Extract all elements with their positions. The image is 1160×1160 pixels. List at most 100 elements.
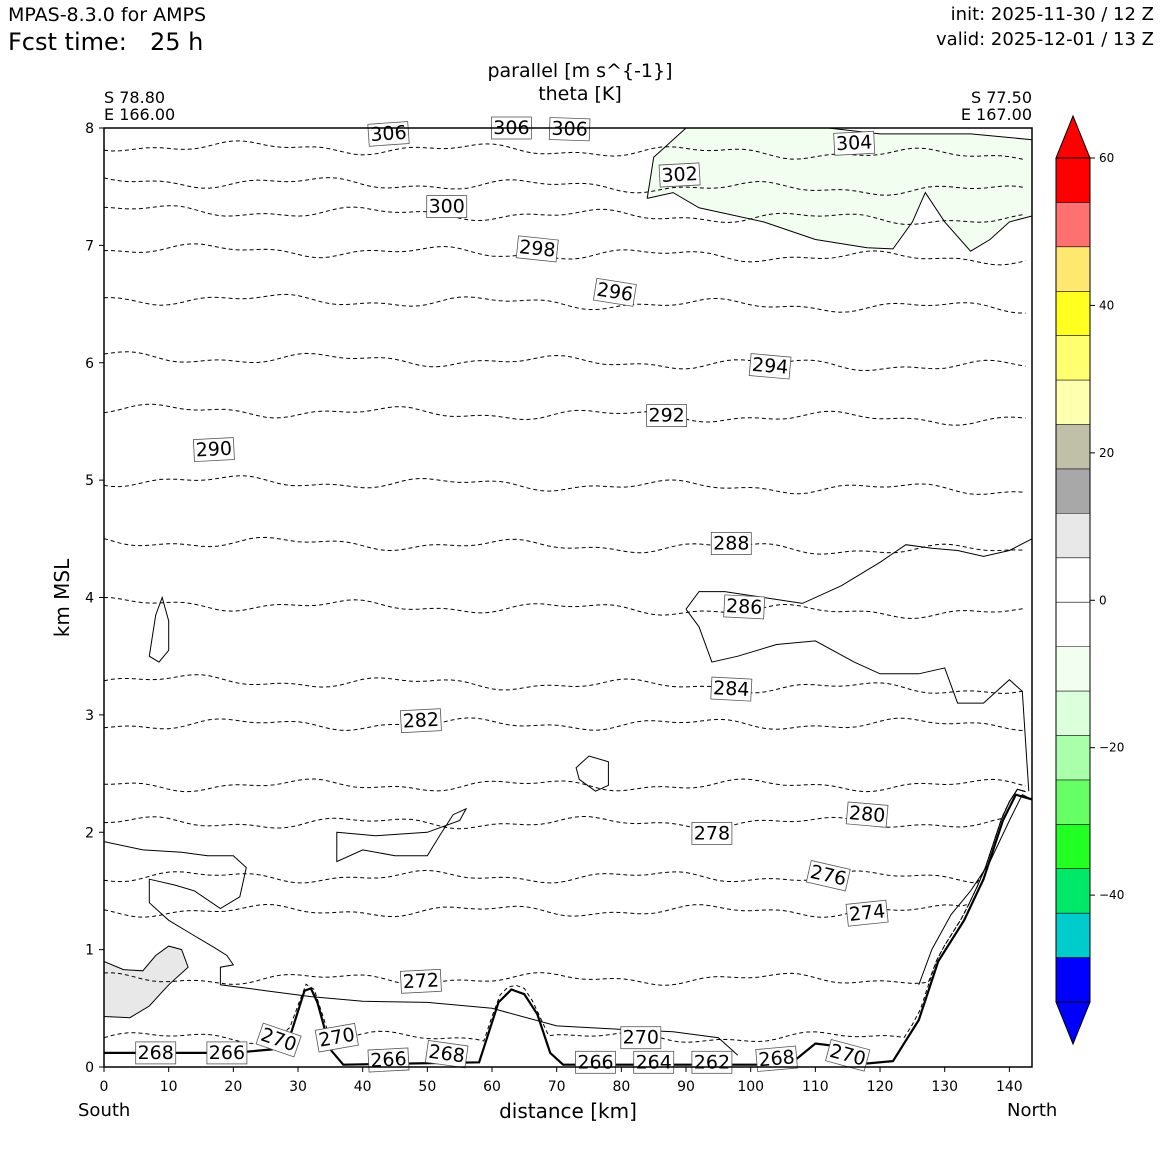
theta-label-text: 266 [577,1051,613,1073]
lowlevel-gray-region [104,946,189,1018]
theta-label-text: 276 [808,861,848,891]
theta-label-text: 266 [209,1042,245,1064]
y-tick-label: 1 [85,943,94,959]
colorbar-tick-label: −20 [1099,741,1124,755]
theta-label-text: 264 [636,1051,672,1073]
axes: 0 10 20 30 40 50 60 70 80 90 100 110 120 130 140 0 1 2 3 4 5… [85,121,1033,1095]
theta-label-text: 288 [713,533,749,555]
valid-time: valid: 2025-12-01 / 13 Z [936,29,1154,50]
forecast-time-value: 25 h [150,28,204,56]
theta-label-text: 292 [648,405,684,427]
theta-label-298: 298 [515,235,559,263]
y-tick-label: 8 [85,121,94,137]
init-time: init: 2025-11-30 / 12 Z [950,4,1154,25]
plot-frame [103,127,1033,1068]
theta-label-text: 268 [138,1042,174,1064]
colorbar-segment [1056,868,1090,914]
theta-label-270: 270 [255,1022,302,1058]
theta-label-268: 268 [424,1039,469,1069]
theta-label-text: 262 [694,1051,730,1073]
colorbar-segment [1056,779,1090,825]
theta-contour-290 [104,475,1026,495]
y-axis-label: km MSL [50,558,74,637]
theta-label-266: 266 [575,1050,616,1074]
theta-contour-302 [104,177,1026,196]
x-axis-label: distance [km] [499,1099,637,1123]
shaded-regions [104,128,1032,1018]
theta-label-274: 274 [845,899,889,927]
theta-label-280: 280 [845,801,889,828]
theta-contour-304 [104,140,1026,161]
theta-contour-300 [104,205,1026,225]
theta-label-266: 266 [367,1047,410,1073]
x-tick-label: 110 [802,1079,829,1095]
colorbar: 60 40 20 0 −20 −40 [1055,114,1124,1046]
colorbar-segment [1056,913,1090,959]
theta-contour-298 [104,243,1026,266]
x-tick-label: 130 [931,1079,958,1095]
lowlevel-gray-outline [104,945,189,1019]
colorbar-top-extension [1055,114,1091,159]
mid-low-contour [336,807,468,863]
y-tick-label: 2 [85,825,94,841]
theta-contour-272 [104,788,1026,986]
theta-label-text: 286 [726,595,763,619]
theta-label-272: 272 [399,968,442,994]
theta-label-268: 268 [135,1041,177,1065]
theta-label-text: 304 [836,131,873,155]
theta-label-264: 264 [633,1050,675,1074]
theta-label-270: 270 [620,1026,662,1050]
theta-contours [104,140,1026,1045]
x-tick-label: 100 [737,1079,764,1095]
theta-contour-296 [104,293,1026,314]
theta-label-276: 276 [805,860,851,892]
mid-contour-top [685,538,1032,610]
colorbar-segment [1056,691,1090,736]
theta-label-294: 294 [748,353,792,380]
colorbar-segment [1056,468,1090,514]
x-tick-label: 10 [160,1079,178,1095]
theta-contour-292 [104,403,1026,426]
theta-label-text: 274 [848,900,886,926]
right-endpoint-latitude: S 77.50 [970,88,1032,107]
y-tick-label: 0 [85,1060,94,1076]
north-direction-label: North [1007,1100,1058,1121]
theta-label-text: 306 [370,122,408,146]
theta-contour-294 [104,351,1026,372]
theta-label-text: 266 [370,1048,407,1072]
colorbar-segment [1056,824,1090,870]
theta-label-304: 304 [833,130,876,156]
theta-label-302: 302 [658,162,701,188]
parallel-wind-contours [104,128,1032,1056]
colorbar-segment [1056,735,1090,781]
terrain-profile [104,793,1032,1066]
theta-label-300: 300 [426,195,468,219]
y-tick-label: 7 [85,238,94,254]
y-tick-label: 5 [85,473,94,489]
theta-label-266: 266 [206,1041,248,1065]
chart-title-parallel: parallel [m s^{-1}] [487,60,673,82]
theta-contour-282 [104,717,1026,732]
colorbar-segment [1056,602,1090,648]
colorbar-segment [1056,158,1090,203]
theta-label-290: 290 [192,437,235,463]
colorbar-tick-label: −40 [1099,888,1124,902]
theta-label-284: 284 [710,676,753,702]
x-tick-label: 40 [354,1079,372,1095]
colorbar-tick-label: 0 [1099,593,1107,607]
colorbar-segment [1056,246,1090,292]
x-tick-label: 90 [677,1079,695,1095]
upper-contour [646,128,1032,199]
x-tick-label: 30 [289,1079,307,1095]
left-endpoint-latitude: S 78.80 [104,88,166,107]
x-tick-label: 0 [100,1079,109,1095]
theta-label-text: 294 [751,354,789,379]
theta-label-306: 306 [367,121,410,147]
theta-label-text: 270 [827,1040,868,1071]
y-tick-label: 6 [85,356,94,372]
colorbar-segment [1056,335,1090,381]
theta-label-text: 272 [402,969,439,993]
theta-label-306: 306 [548,117,591,142]
mid-contour-bottom [685,608,1030,792]
